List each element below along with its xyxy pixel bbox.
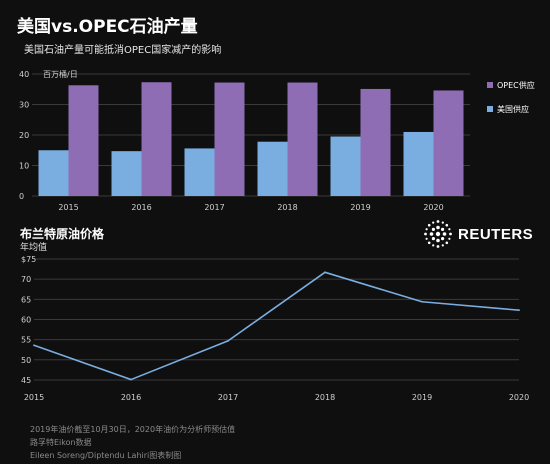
line-x-tick-label: 2020 — [509, 393, 529, 402]
line-y-tick-label: 50 — [21, 356, 31, 365]
bar-x-tick-label: 2020 — [423, 203, 443, 212]
bar-x-tick-label: 2018 — [277, 203, 297, 212]
bar-opec-supply — [433, 90, 464, 196]
bar-y-tick-label: 40 — [19, 70, 29, 79]
bar-y-tick-label: 30 — [19, 101, 29, 110]
bar-opec-supply — [214, 82, 245, 196]
bar-opec-supply — [287, 82, 318, 196]
line-chart-subtitle: 年均值 — [20, 241, 47, 253]
footer-credit: Eileen Soreng/Diptendu Lahiri图表制图 — [30, 451, 182, 460]
line-y-tick-label: 45 — [21, 376, 31, 385]
line-y-tick-label: 55 — [21, 336, 31, 345]
bar-us-supply — [184, 148, 215, 196]
footer-source: 路孚特Eikon数据 — [30, 438, 92, 447]
bar-us-supply — [403, 131, 434, 196]
bar-y-tick-label: 0 — [19, 192, 24, 201]
footer-note: 2019年油价截至10月30日，2020年油价为分析师预估值 — [30, 425, 236, 434]
reuters-dot-globe-icon — [424, 220, 452, 248]
bar-x-tick-label: 2017 — [204, 203, 224, 212]
bar-x-tick-label: 2016 — [131, 203, 151, 212]
line-x-tick-label: 2019 — [412, 393, 432, 402]
reuters-wordmark: REUTERS — [458, 225, 534, 243]
bar-opec-supply — [360, 88, 391, 196]
bar-us-supply — [111, 151, 142, 196]
line-x-tick-label: 2015 — [24, 393, 44, 402]
line-chart-title: 布兰特原油价格 — [20, 226, 105, 241]
bar-opec-supply — [68, 85, 99, 196]
bar-us-supply — [38, 150, 69, 196]
page-subtitle: 美国石油产量可能抵消OPEC国家减产的影响 — [24, 45, 222, 56]
bar-y-tick-label: 10 — [19, 162, 29, 171]
line-x-tick-label: 2016 — [121, 393, 141, 402]
bar-us-supply — [257, 141, 288, 196]
brent-price-point — [33, 344, 35, 347]
bar-y-tick-label: 20 — [19, 131, 29, 140]
brent-price-point — [324, 271, 326, 274]
legend-opec-label: OPEC供应 — [497, 80, 535, 90]
legend-opec-swatch — [487, 82, 493, 88]
line-y-tick-label: 70 — [21, 275, 31, 284]
brent-price-point — [518, 309, 520, 312]
bar-x-tick-label: 2015 — [58, 203, 78, 212]
bar-chart: 0 10 20 30 40 百万桶/日 2015 2016 2017 2018 2019 2020 OP… — [19, 69, 535, 212]
line-y-tick-label: 60 — [21, 315, 31, 324]
line-x-tick-label: 2018 — [315, 393, 335, 402]
line-y-tick-label: 65 — [21, 295, 31, 304]
line-x-tick-label: 2017 — [218, 393, 238, 402]
brent-price-point — [130, 378, 132, 381]
bar-unit-label: 百万桶/日 — [43, 69, 78, 79]
legend-us-swatch — [487, 106, 493, 112]
bar-x-tick-label: 2019 — [350, 203, 370, 212]
bar-opec-supply — [141, 82, 172, 196]
line-y-tick-label: $75 — [21, 255, 36, 264]
brent-price-point — [421, 300, 423, 303]
page-title: 美国vs.OPEC石油产量 — [17, 17, 198, 37]
brent-price-point — [227, 339, 229, 342]
reuters-logo: REUTERS — [422, 218, 533, 250]
brent-price-line — [33, 271, 520, 381]
bar-us-supply — [330, 136, 361, 196]
legend-us-label: 美国供应 — [497, 104, 529, 114]
